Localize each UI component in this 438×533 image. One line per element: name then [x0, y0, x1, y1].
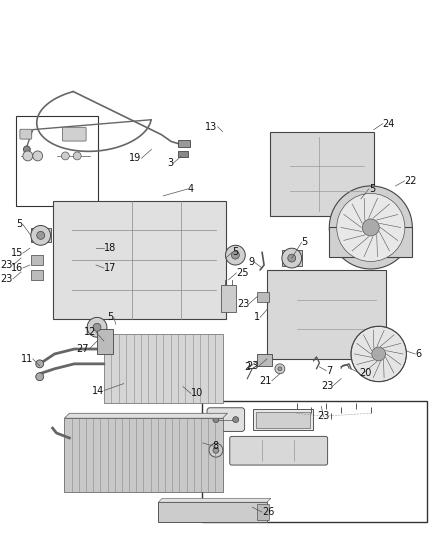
Text: 19: 19: [129, 154, 141, 163]
Text: 23: 23: [237, 298, 249, 309]
Circle shape: [93, 324, 101, 331]
Text: 4: 4: [188, 184, 194, 194]
Bar: [270, 132, 374, 216]
Circle shape: [87, 317, 107, 337]
Bar: [104, 334, 223, 403]
Text: 5: 5: [108, 312, 114, 322]
Text: 5: 5: [369, 184, 375, 194]
Text: 23: 23: [247, 361, 259, 371]
Circle shape: [282, 248, 302, 268]
Polygon shape: [64, 413, 227, 418]
Text: 23: 23: [0, 260, 13, 270]
Bar: [256, 411, 310, 427]
Text: 21: 21: [260, 376, 272, 386]
Text: 18: 18: [104, 243, 116, 253]
Text: 9: 9: [248, 257, 254, 267]
Text: 23: 23: [321, 381, 333, 391]
Text: 22: 22: [404, 176, 417, 186]
Circle shape: [329, 186, 412, 269]
Circle shape: [351, 326, 406, 382]
Text: 5: 5: [302, 237, 308, 247]
Text: 1: 1: [254, 312, 260, 322]
Text: 2: 2: [244, 362, 250, 372]
Text: 26: 26: [262, 507, 275, 517]
Text: 15: 15: [11, 248, 23, 258]
Circle shape: [362, 219, 379, 236]
Bar: [158, 502, 267, 522]
Circle shape: [33, 151, 42, 161]
Bar: [16, 116, 98, 206]
Text: 25: 25: [237, 268, 249, 278]
Circle shape: [213, 417, 219, 423]
Circle shape: [337, 193, 405, 262]
Bar: [178, 140, 190, 148]
FancyBboxPatch shape: [207, 408, 244, 432]
Circle shape: [23, 146, 30, 153]
Circle shape: [36, 360, 44, 368]
FancyBboxPatch shape: [62, 127, 86, 141]
Circle shape: [213, 447, 219, 453]
Bar: [282, 250, 302, 266]
Circle shape: [61, 152, 69, 160]
Bar: [31, 255, 42, 265]
Circle shape: [36, 373, 44, 381]
Circle shape: [233, 417, 239, 423]
Text: 17: 17: [104, 263, 117, 273]
Text: 16: 16: [11, 263, 23, 273]
Circle shape: [37, 231, 45, 239]
Bar: [329, 228, 412, 257]
Circle shape: [23, 151, 33, 161]
FancyBboxPatch shape: [230, 437, 328, 465]
Bar: [97, 329, 113, 354]
Bar: [202, 401, 427, 522]
Text: 24: 24: [383, 119, 395, 128]
Text: 13: 13: [205, 122, 218, 132]
Text: 23: 23: [0, 274, 13, 284]
Bar: [53, 201, 226, 319]
Bar: [221, 285, 237, 312]
Circle shape: [231, 251, 239, 259]
Text: 10: 10: [191, 389, 203, 399]
Text: 23: 23: [317, 411, 329, 421]
Circle shape: [278, 367, 282, 371]
Bar: [257, 354, 272, 366]
Text: 7: 7: [326, 366, 332, 376]
Text: 27: 27: [77, 344, 89, 354]
Text: 6: 6: [415, 349, 421, 359]
Circle shape: [73, 152, 81, 160]
Bar: [267, 270, 385, 359]
Text: 12: 12: [84, 327, 96, 337]
FancyBboxPatch shape: [20, 129, 32, 139]
Circle shape: [226, 245, 245, 265]
Bar: [178, 151, 188, 157]
Text: 14: 14: [92, 385, 104, 395]
Circle shape: [275, 364, 285, 374]
Text: 20: 20: [359, 368, 371, 378]
Circle shape: [288, 254, 296, 262]
Bar: [31, 229, 50, 243]
Bar: [257, 504, 269, 520]
Circle shape: [209, 443, 223, 457]
Text: 5: 5: [233, 247, 239, 257]
Text: 11: 11: [21, 354, 33, 364]
Circle shape: [372, 347, 385, 361]
Text: 3: 3: [167, 158, 173, 168]
Circle shape: [31, 225, 50, 245]
Bar: [64, 418, 223, 492]
Bar: [257, 292, 269, 302]
Bar: [254, 409, 313, 431]
Polygon shape: [158, 498, 271, 502]
Bar: [31, 270, 42, 280]
Text: 5: 5: [17, 220, 23, 230]
Text: 8: 8: [213, 441, 219, 451]
